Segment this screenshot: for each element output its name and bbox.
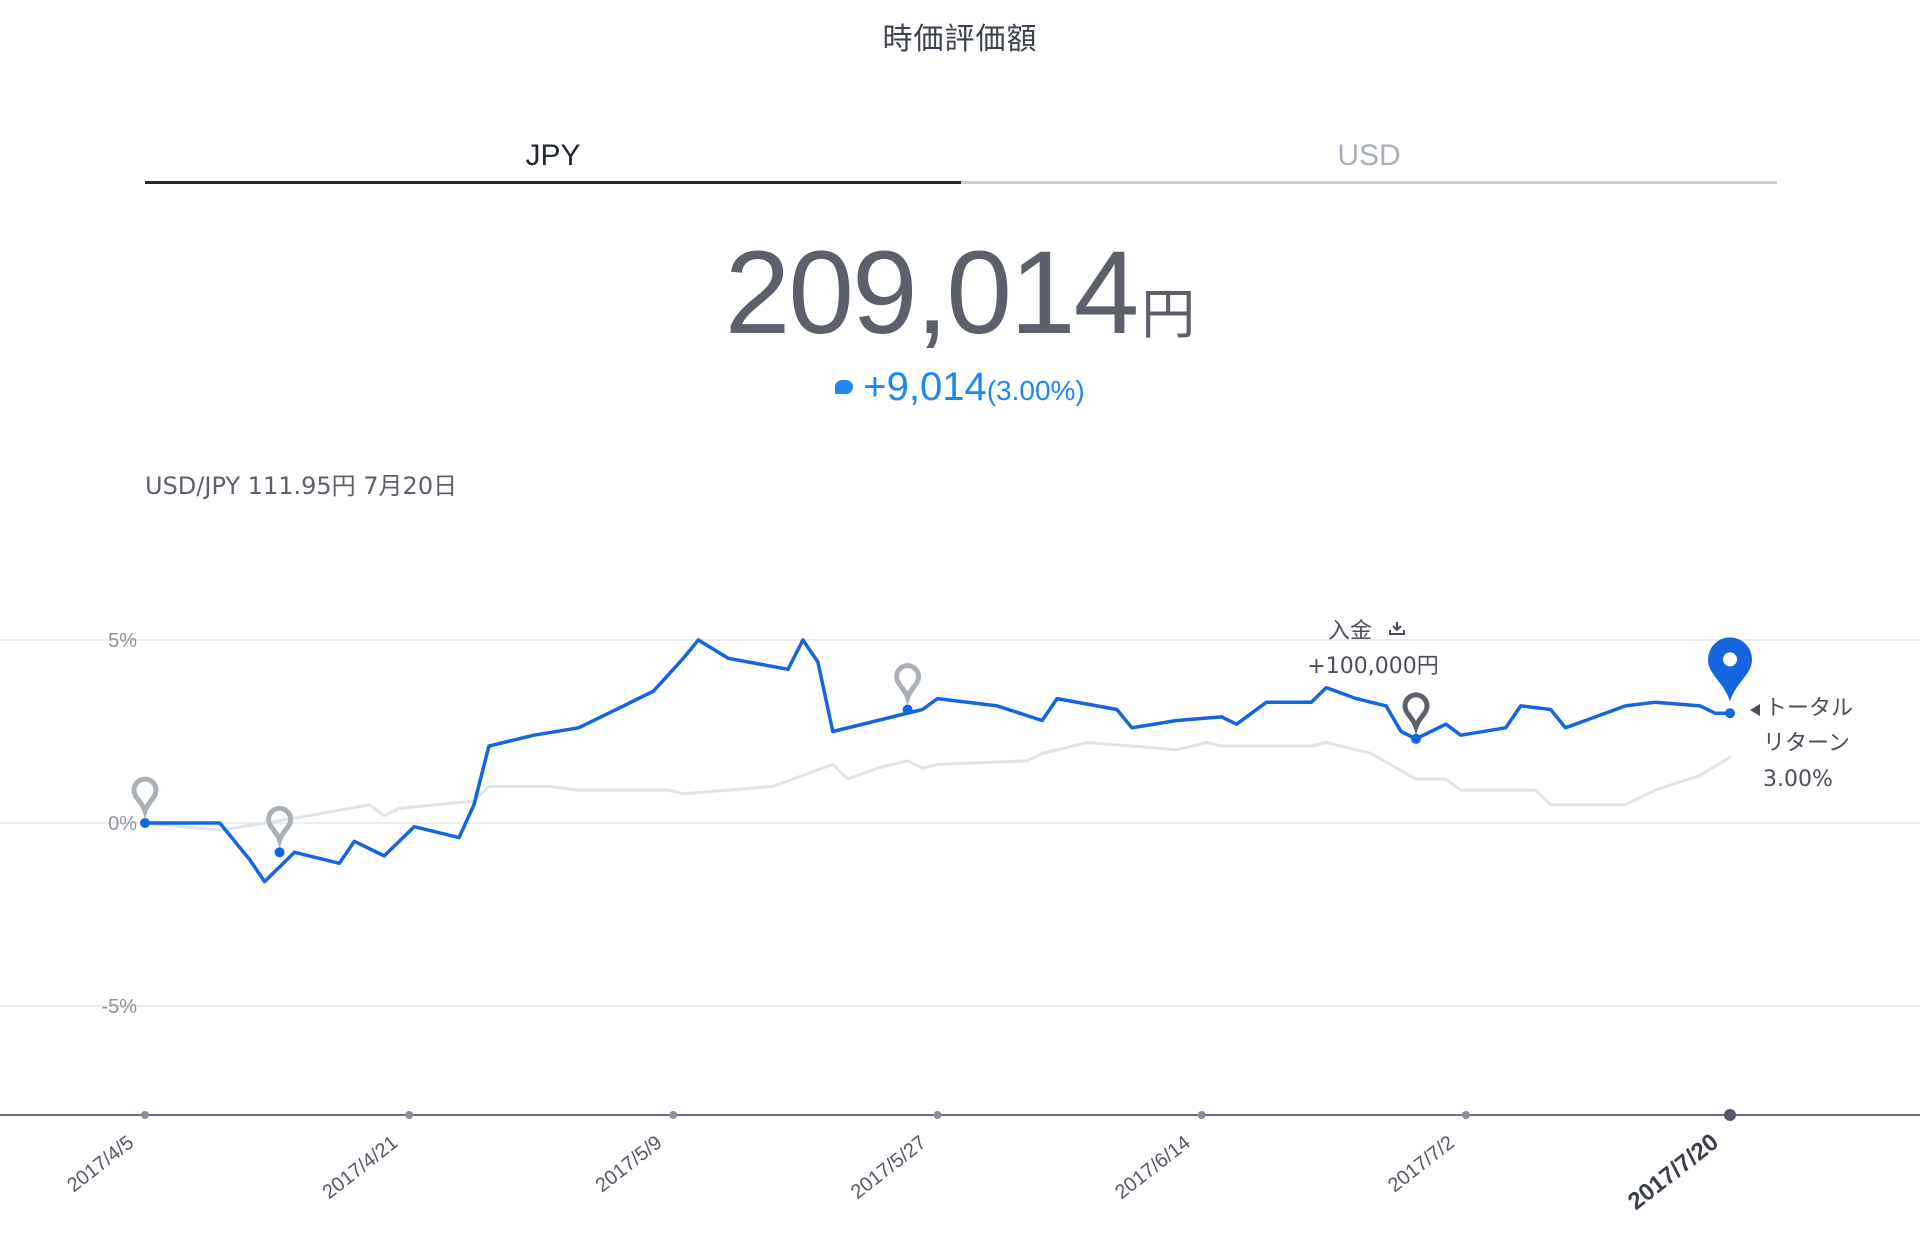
performance-chart[interactable]: 5% 0% -5% 2017/4/5 2017/4/21 2017/5/9 2017/5/…	[0, 560, 1920, 1240]
x-tick-dot	[933, 1111, 942, 1119]
y-tick-label: -5%	[101, 996, 137, 1018]
total-return-value: 3.00%	[1763, 767, 1833, 792]
valuation-amount: 209,014円	[0, 225, 1920, 361]
valuation-number: 209,014	[724, 227, 1140, 359]
x-tick-dot	[1461, 1111, 1470, 1119]
x-tick-label: 2017/5/9	[592, 1132, 667, 1197]
change-amount: +9,014	[863, 365, 987, 409]
x-tick-label: 2017/7/2	[1384, 1132, 1459, 1197]
benchmark-line	[143, 741, 1732, 832]
event-pin-icon[interactable]	[131, 776, 159, 828]
data-point	[1725, 708, 1735, 719]
x-tick-dot	[1197, 1111, 1206, 1119]
total-return-line2: リターン	[1763, 731, 1850, 756]
chart-markers	[131, 637, 1752, 858]
y-tick-label: 0%	[108, 813, 137, 835]
x-tick-dot	[669, 1111, 678, 1119]
chart-annotations: 入金 +100,000円 トータル リターン 3.00%	[1307, 619, 1853, 792]
valuation-unit: 円	[1141, 283, 1196, 346]
data-point	[140, 818, 150, 828]
x-tick-label: 2017/4/5	[63, 1132, 138, 1197]
portfolio-line	[143, 638, 1732, 884]
page-title: 時価評価額	[882, 22, 1038, 57]
change-percent: (3.00%)	[986, 375, 1085, 406]
event-pin-icon[interactable]	[894, 663, 922, 715]
return-pointer-icon	[1750, 704, 1760, 716]
tab-usd[interactable]: USD	[961, 128, 1777, 184]
download-icon	[1389, 622, 1405, 635]
x-tick-label: 2017/4/21	[319, 1132, 403, 1204]
current-location-pin-icon[interactable]	[1708, 637, 1752, 719]
deposit-amount: +100,000円	[1307, 654, 1438, 679]
x-tick-dot	[1724, 1109, 1736, 1121]
total-return-line1: トータル	[1765, 696, 1853, 721]
chart-grid	[0, 639, 1920, 1007]
x-tick-dot	[405, 1111, 414, 1119]
y-tick-label: 5%	[108, 630, 137, 652]
x-tick-label: 2017/7/20	[1623, 1128, 1724, 1215]
x-axis: 2017/4/5 2017/4/21 2017/5/9 2017/5/27 2017/6…	[0, 1109, 1920, 1215]
event-pin-icon[interactable]	[266, 805, 294, 858]
y-axis-labels: 5% 0% -5%	[101, 630, 137, 1018]
data-point	[902, 704, 913, 715]
event-pin-icon[interactable]	[1402, 692, 1430, 744]
x-tick-label: 2017/6/14	[1111, 1132, 1195, 1204]
valuation-change: +9,014(3.00%)	[0, 365, 1920, 410]
x-tick-dot	[141, 1111, 149, 1119]
tab-jpy[interactable]: JPY	[145, 128, 961, 184]
data-point	[1410, 733, 1421, 744]
data-point	[274, 847, 285, 858]
comment-bubble-icon	[835, 380, 854, 394]
chart-lines	[143, 638, 1732, 884]
x-tick-label: 2017/5/27	[847, 1132, 931, 1204]
fx-rate-info: USD/JPY 111.95円 7月20日	[145, 472, 458, 500]
deposit-label: 入金	[1328, 619, 1372, 644]
currency-tabs: JPY USD	[145, 128, 1777, 186]
